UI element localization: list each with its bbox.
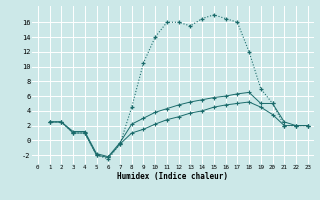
- X-axis label: Humidex (Indice chaleur): Humidex (Indice chaleur): [117, 172, 228, 181]
